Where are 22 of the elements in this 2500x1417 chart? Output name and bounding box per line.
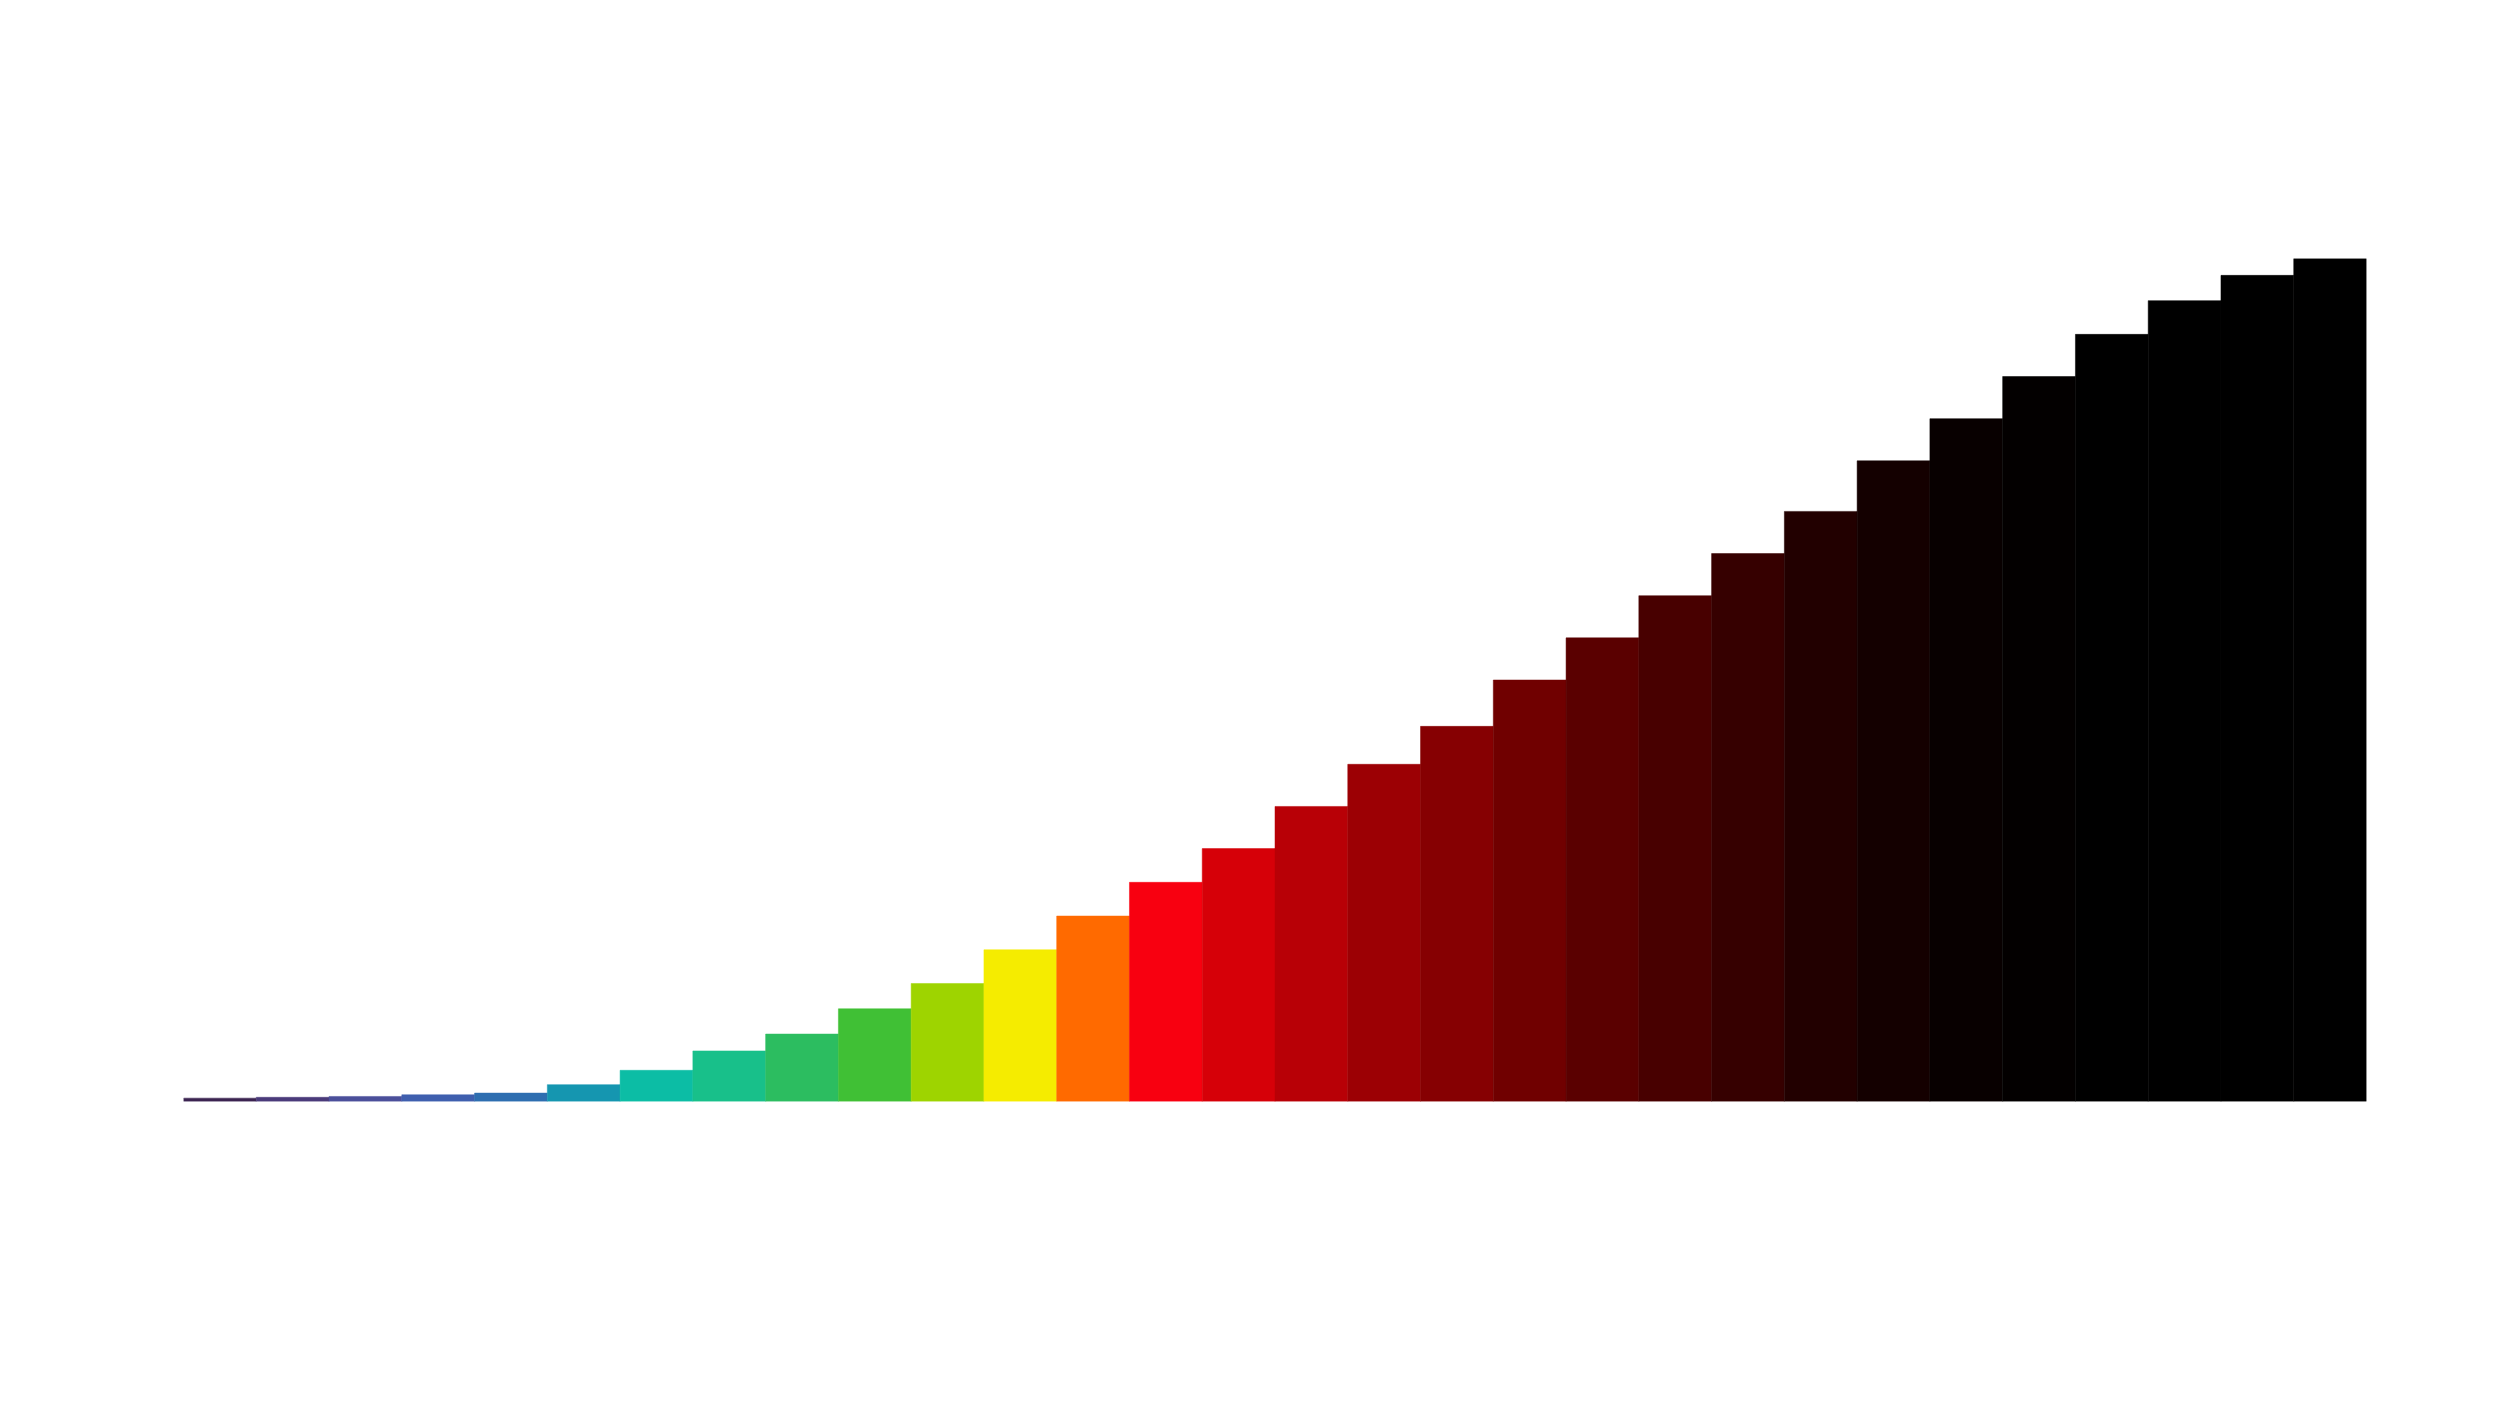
bar xyxy=(401,1094,475,1102)
bar xyxy=(183,1097,257,1102)
bar xyxy=(547,1084,621,1102)
bar xyxy=(474,1092,548,1102)
bar xyxy=(838,1008,912,1102)
bar xyxy=(765,1033,839,1102)
bar xyxy=(619,1070,694,1102)
bar xyxy=(1638,595,1712,1102)
bar xyxy=(1056,915,1130,1102)
bar xyxy=(910,983,985,1102)
bar xyxy=(1201,848,1276,1102)
bar xyxy=(983,949,1057,1102)
bar xyxy=(1711,553,1785,1102)
bar xyxy=(1420,726,1494,1102)
bar xyxy=(1565,637,1640,1102)
bar xyxy=(692,1050,766,1102)
bar xyxy=(328,1096,403,1102)
bar xyxy=(1347,764,1421,1102)
bar xyxy=(1129,882,1203,1102)
bar xyxy=(1784,511,1858,1102)
bar xyxy=(1274,806,1349,1102)
bar xyxy=(1493,679,1567,1102)
